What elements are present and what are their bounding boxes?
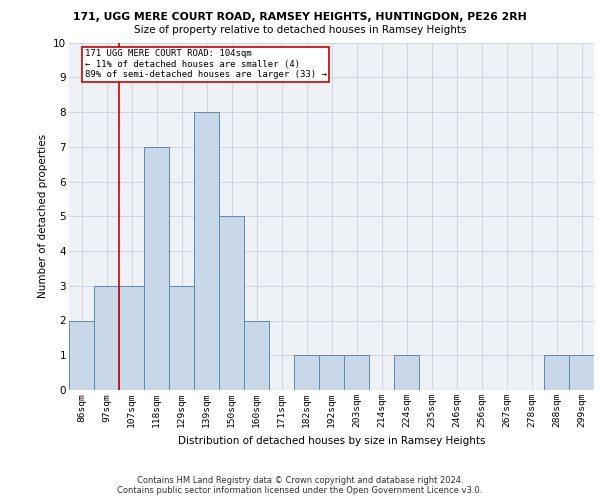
Bar xyxy=(394,355,419,390)
Text: Contains HM Land Registry data © Crown copyright and database right 2024.: Contains HM Land Registry data © Crown c… xyxy=(137,476,463,485)
Bar xyxy=(219,216,244,390)
Bar xyxy=(344,355,369,390)
X-axis label: Distribution of detached houses by size in Ramsey Heights: Distribution of detached houses by size … xyxy=(178,436,485,446)
Bar xyxy=(319,355,344,390)
Bar xyxy=(294,355,319,390)
Y-axis label: Number of detached properties: Number of detached properties xyxy=(38,134,47,298)
Bar xyxy=(244,320,269,390)
Bar xyxy=(569,355,594,390)
Bar xyxy=(169,286,194,390)
Bar xyxy=(194,112,219,390)
Bar xyxy=(94,286,119,390)
Text: Size of property relative to detached houses in Ramsey Heights: Size of property relative to detached ho… xyxy=(134,25,466,35)
Text: 171 UGG MERE COURT ROAD: 104sqm
← 11% of detached houses are smaller (4)
89% of : 171 UGG MERE COURT ROAD: 104sqm ← 11% of… xyxy=(85,50,326,80)
Bar xyxy=(144,147,169,390)
Bar xyxy=(119,286,144,390)
Text: 171, UGG MERE COURT ROAD, RAMSEY HEIGHTS, HUNTINGDON, PE26 2RH: 171, UGG MERE COURT ROAD, RAMSEY HEIGHTS… xyxy=(73,12,527,22)
Text: Contains public sector information licensed under the Open Government Licence v3: Contains public sector information licen… xyxy=(118,486,482,495)
Bar xyxy=(544,355,569,390)
Bar xyxy=(69,320,94,390)
